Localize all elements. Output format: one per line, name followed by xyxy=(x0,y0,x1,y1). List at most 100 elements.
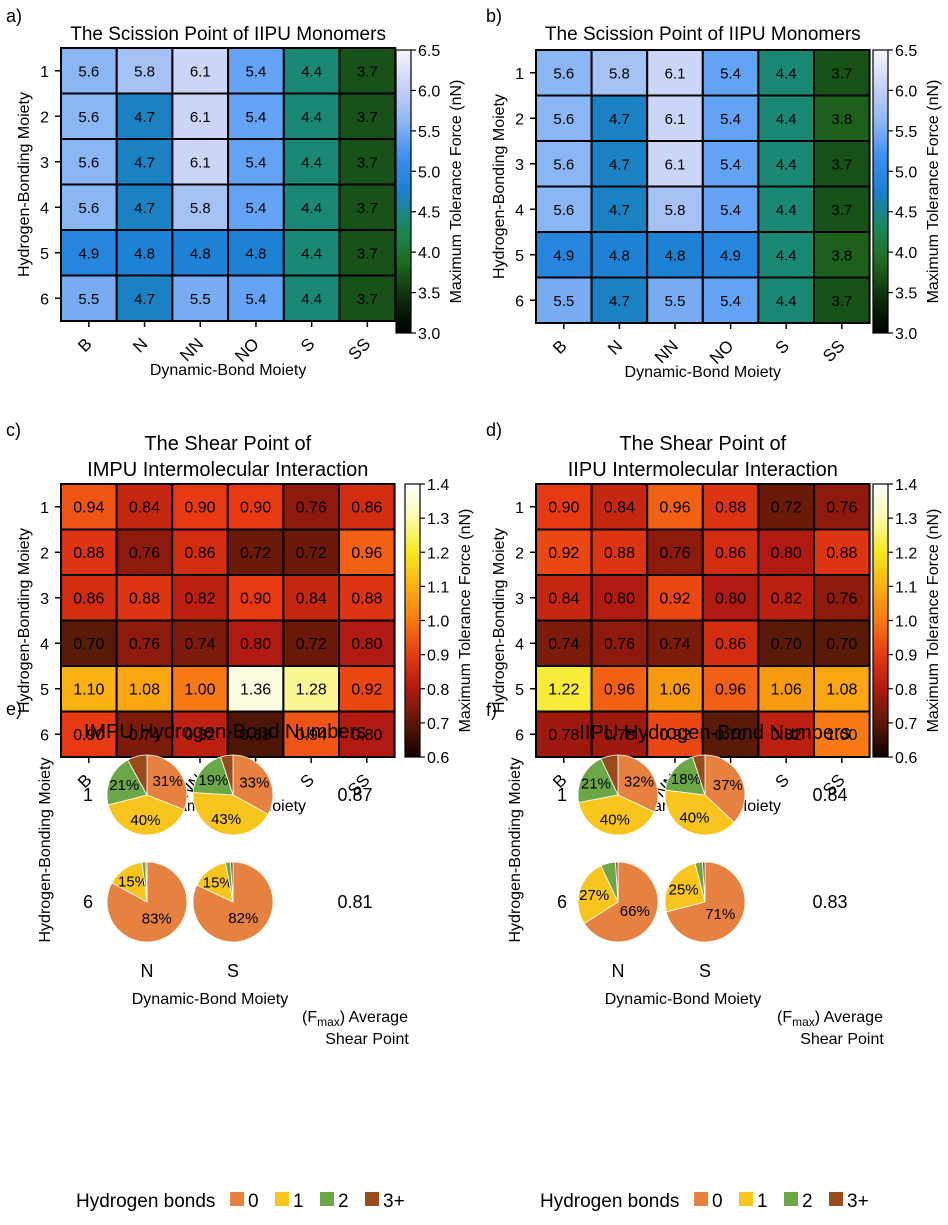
cell-value-label: 4.4 xyxy=(301,109,322,126)
x-axis-label: Dynamic-Bond Moiety xyxy=(625,364,782,381)
pie-slice-label: 31% xyxy=(152,773,182,790)
y-tick-label: 6 xyxy=(40,727,49,744)
pie-slice-label: 15% xyxy=(203,874,233,891)
cell-value-label: 5.6 xyxy=(553,156,574,173)
cell-value-label: 3.7 xyxy=(831,293,852,310)
cell-value-label: 3.7 xyxy=(357,200,378,217)
legend-label: 3+ xyxy=(383,1191,405,1212)
y-tick-label: 5 xyxy=(40,246,49,263)
pie-slice xyxy=(665,861,746,943)
cell-value-label: 5.8 xyxy=(134,63,155,80)
panel-label: c) xyxy=(6,420,21,440)
cell-value-label: 0.82 xyxy=(184,727,215,744)
chart-title: IIPU Hydrogen-Bond Numbers xyxy=(579,722,850,744)
pie-slice xyxy=(230,861,234,903)
pie-slice xyxy=(617,754,659,813)
cell-value-label: 0.90 xyxy=(73,727,104,744)
x-tick-label: S xyxy=(297,770,318,791)
cell-value-label: 5.8 xyxy=(609,65,630,82)
cell-value-label: 0.72 xyxy=(771,499,802,516)
y-axis-label: Hydrogen-Bonding Moiety xyxy=(507,758,524,943)
y-tick-label: 4 xyxy=(40,200,49,217)
colorbar-tick-label: 5.5 xyxy=(895,124,917,141)
cell-value-label: 4.4 xyxy=(301,154,322,171)
y-axis-label: Hydrogen-Bonding Moiety xyxy=(491,528,508,713)
x-tick-label: B xyxy=(74,334,95,355)
pie-slice xyxy=(232,754,274,815)
cell-value-label: 5.8 xyxy=(665,202,686,219)
legend-swatch xyxy=(320,1192,334,1206)
heatmap-cell xyxy=(60,183,118,231)
colorbar-tick-label: 0.9 xyxy=(895,648,917,665)
cell-value-label: 0.74 xyxy=(659,636,690,653)
heatmap-cell xyxy=(757,49,816,97)
cell-value-label: 0.92 xyxy=(659,727,690,744)
pie-slice xyxy=(583,861,659,943)
cell-value-label: 5.4 xyxy=(246,63,267,80)
heatmap-cell xyxy=(115,574,174,622)
heatmap-cell xyxy=(338,229,397,277)
cell-value-label: 4.7 xyxy=(134,200,155,217)
x-tick-label: N xyxy=(604,336,626,358)
chart-title: The Scission Point of IIPU Monomers xyxy=(545,24,861,45)
pie-slice xyxy=(577,758,619,803)
heatmap-cell xyxy=(115,138,174,186)
cell-value-label: 5.6 xyxy=(78,200,99,217)
heatmap-cell xyxy=(171,665,229,713)
heatmap-cell xyxy=(171,229,230,277)
cell-value-label: 4.4 xyxy=(301,200,322,217)
heatmap-cell xyxy=(701,140,760,188)
cell-value-label: 0.88 xyxy=(129,590,160,607)
cell-value-label: 0.74 xyxy=(548,636,579,653)
heatmap-cell xyxy=(171,528,229,576)
cell-value-label: 0.88 xyxy=(351,590,382,607)
x-tick-label: NN xyxy=(651,336,682,367)
cell-value-label: 4.4 xyxy=(776,156,797,173)
cell-value-label: 5.4 xyxy=(246,200,267,217)
cell-value-label: 0.88 xyxy=(73,545,104,562)
cell-value-label: 0.94 xyxy=(296,727,327,744)
colorbar-tick-label: 1.1 xyxy=(427,579,449,596)
colorbar-tick-label: 3.0 xyxy=(418,326,440,343)
pie-slice-label: 40% xyxy=(679,809,709,826)
heatmap-cell xyxy=(757,528,816,576)
chart-title: The Shear Point of xyxy=(619,433,786,455)
row-label: 6 xyxy=(83,892,93,912)
pie-chart: 83% 15% xyxy=(106,861,188,943)
cell-value-label: 0.90 xyxy=(240,590,271,607)
y-tick-label: 6 xyxy=(515,293,524,310)
heatmap-cell xyxy=(646,528,704,576)
legend-swatch xyxy=(739,1192,753,1206)
cell-value-label: 3.8 xyxy=(831,247,852,264)
colorbar xyxy=(404,483,421,758)
pie-slice-label: 43% xyxy=(211,811,241,828)
pie-slice xyxy=(692,754,706,796)
pie-slice xyxy=(702,861,706,903)
y-tick-label: 3 xyxy=(40,155,49,172)
colorbar-tick-label: 0.6 xyxy=(427,750,449,767)
heatmap-cell xyxy=(338,183,397,231)
cell-value-label: 5.4 xyxy=(246,291,267,308)
heatmap-cell xyxy=(757,483,816,531)
cell-value-label: 0.82 xyxy=(184,590,215,607)
heatmap-cell xyxy=(646,49,704,97)
legend-swatch xyxy=(365,1192,379,1206)
legend-title: Hydrogen bonds xyxy=(76,1191,215,1212)
heatmap-cell xyxy=(646,276,704,324)
heatmap-cell xyxy=(757,710,816,758)
y-tick-label: 5 xyxy=(515,682,524,699)
column-label: N xyxy=(612,961,625,981)
cell-value-label: 3.7 xyxy=(357,245,378,262)
y-axis-label: Hydrogen-Bonding Moiety xyxy=(491,94,508,279)
colorbar-tick-label: 5.0 xyxy=(418,164,440,181)
heatmap-cell xyxy=(60,528,118,576)
panel-label: b) xyxy=(486,6,502,26)
cell-value-label: 0.76 xyxy=(659,545,690,562)
heatmap-cell xyxy=(701,574,760,622)
pie-chart: 31% 40% 21% xyxy=(106,754,188,836)
colorbar-tick-label: 4.5 xyxy=(895,205,917,222)
cell-value-label: 0.80 xyxy=(771,545,802,562)
cell-value-label: 3.7 xyxy=(831,65,852,82)
heatmap-cell xyxy=(338,574,396,622)
